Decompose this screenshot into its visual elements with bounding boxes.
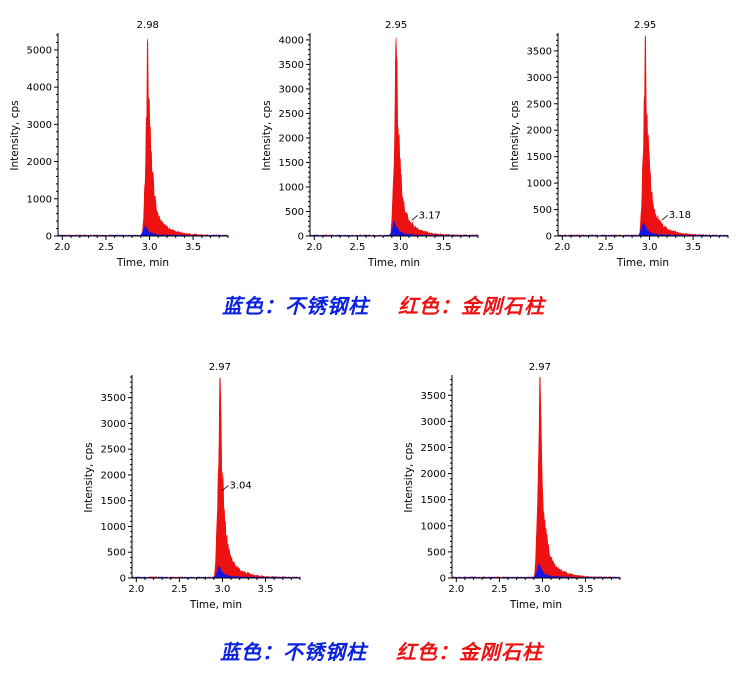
- x-axis-label: Time, min: [509, 599, 562, 611]
- x-tick-label: 2.0: [128, 584, 144, 595]
- y-tick-label: 500: [427, 547, 446, 558]
- x-tick-label: 3.0: [142, 242, 158, 253]
- x-tick-label: 2.0: [448, 584, 464, 595]
- x-tick-label: 2.5: [491, 584, 507, 595]
- y-tick-label: 3500: [527, 46, 552, 57]
- x-tick-label: 3.0: [393, 242, 409, 253]
- y-tick-label: 1500: [527, 152, 552, 163]
- y-tick-label: 500: [533, 205, 552, 216]
- y-axis-label: Intensity, cps: [509, 100, 521, 170]
- chart-panel-3: 0 500 1000 1500 2000 2500 3000 3500 2.0 2.5 3.0 3.5…: [509, 20, 729, 269]
- y-tick-label: 4000: [279, 35, 304, 46]
- x-tick-label: 3.5: [578, 584, 594, 595]
- y-tick-label: 1000: [279, 182, 304, 193]
- y-tick-label: 3000: [527, 73, 552, 84]
- series-trace-diamond: [309, 37, 479, 237]
- peak-callout-label: 3.17: [419, 210, 441, 221]
- peak-apex-label: 2.95: [385, 20, 407, 31]
- x-tick-label: 3.5: [436, 242, 452, 253]
- y-tick-label: 0: [46, 232, 52, 243]
- y-tick-label: 1500: [101, 496, 126, 507]
- x-tick-label: 3.0: [215, 584, 231, 595]
- y-tick-label: 500: [285, 207, 304, 218]
- y-tick-label: 5000: [27, 45, 52, 56]
- legend-diamond-bottom: 红色：金刚石柱: [396, 640, 543, 664]
- series-trace-diamond: [557, 34, 729, 237]
- series-trace-stainless: [451, 563, 621, 579]
- peak-apex-label: 2.97: [209, 362, 231, 373]
- y-tick-label: 2000: [279, 133, 304, 144]
- y-tick-label: 1500: [279, 158, 304, 169]
- series-trace-stainless: [131, 565, 301, 579]
- peak-callout-line: [222, 485, 229, 491]
- legend-stainless-bottom: 蓝色：不锈钢柱: [220, 640, 367, 664]
- x-axis-label: Time, min: [367, 257, 420, 269]
- peak-callout-line: [411, 215, 418, 221]
- peak-callout-label: 3.04: [229, 480, 251, 491]
- legend-diamond-top: 红色：金刚石柱: [398, 294, 545, 318]
- series-trace-diamond: [131, 377, 301, 579]
- peak-callout-line: [661, 214, 668, 221]
- y-axis-label: Intensity, cps: [9, 100, 21, 170]
- peak-apex-label: 2.95: [634, 20, 656, 31]
- y-tick-label: 0: [546, 232, 552, 243]
- y-tick-label: 3000: [101, 419, 126, 430]
- chart-panel-5: 0 500 1000 1500 2000 2500 3000 3500 2.0 2.5 3.0 3.5…: [403, 362, 621, 611]
- y-tick-label: 2500: [421, 443, 446, 454]
- x-tick-label: 2.5: [98, 242, 114, 253]
- peak-apex-label: 2.98: [137, 20, 159, 31]
- x-axis-label: Time, min: [616, 257, 669, 269]
- x-tick-label: 2.0: [554, 242, 570, 253]
- legend-stainless-top: 蓝色：不锈钢柱: [222, 294, 369, 318]
- y-tick-label: 2500: [527, 99, 552, 110]
- x-tick-label: 3.5: [685, 242, 701, 253]
- y-tick-label: 3000: [421, 417, 446, 428]
- y-axis-label: Intensity, cps: [83, 442, 95, 512]
- y-tick-label: 3500: [101, 393, 126, 404]
- y-tick-label: 3500: [421, 391, 446, 402]
- y-tick-label: 1500: [421, 495, 446, 506]
- x-tick-label: 3.5: [185, 242, 201, 253]
- y-tick-label: 3000: [27, 120, 52, 131]
- y-tick-label: 3000: [279, 84, 304, 95]
- y-tick-label: 0: [440, 574, 446, 585]
- x-tick-label: 2.0: [54, 242, 70, 253]
- y-tick-label: 2000: [527, 126, 552, 137]
- x-tick-label: 2.0: [306, 242, 322, 253]
- y-tick-label: 1000: [421, 521, 446, 532]
- y-tick-label: 2500: [279, 109, 304, 120]
- y-tick-label: 1000: [101, 522, 126, 533]
- y-tick-label: 0: [120, 574, 126, 585]
- series-trace-diamond: [57, 38, 229, 237]
- x-tick-label: 3.0: [535, 584, 551, 595]
- y-tick-label: 1000: [527, 179, 552, 190]
- y-tick-label: 0: [298, 232, 304, 243]
- y-tick-label: 3500: [279, 60, 304, 71]
- x-axis-label: Time, min: [116, 257, 169, 269]
- x-tick-label: 2.5: [171, 584, 187, 595]
- y-tick-label: 1000: [27, 194, 52, 205]
- y-axis-label: Intensity, cps: [403, 442, 415, 512]
- y-tick-label: 500: [107, 548, 126, 559]
- y-axis-label: Intensity, cps: [261, 100, 273, 170]
- chart-panel-1: 0 1000 2000 3000 4000 5000 2.0 2.5 3.0 3.5 Time, m…: [9, 20, 229, 269]
- y-tick-label: 2500: [101, 445, 126, 456]
- y-tick-label: 2000: [421, 469, 446, 480]
- peak-apex-label: 2.97: [529, 362, 551, 373]
- peak-callout-label: 3.18: [669, 210, 691, 221]
- x-axis-label: Time, min: [189, 599, 242, 611]
- x-tick-label: 2.5: [349, 242, 365, 253]
- series-trace-stainless: [309, 220, 479, 237]
- series-trace-diamond: [451, 377, 621, 579]
- x-tick-label: 3.5: [258, 584, 274, 595]
- series-trace-stainless: [557, 221, 729, 237]
- x-tick-label: 2.5: [598, 242, 614, 253]
- y-tick-label: 4000: [27, 83, 52, 94]
- chart-panel-2: 0 500 1000 1500 2000 2500 3000 3500 4000 2.0 2.5 3.…: [261, 20, 479, 269]
- y-tick-label: 2000: [27, 157, 52, 168]
- y-tick-label: 2000: [101, 470, 126, 481]
- x-tick-label: 3.0: [642, 242, 658, 253]
- chart-panel-4: 0 500 1000 1500 2000 2500 3000 3500 2.0 2.5 3.0 3.5…: [83, 362, 301, 611]
